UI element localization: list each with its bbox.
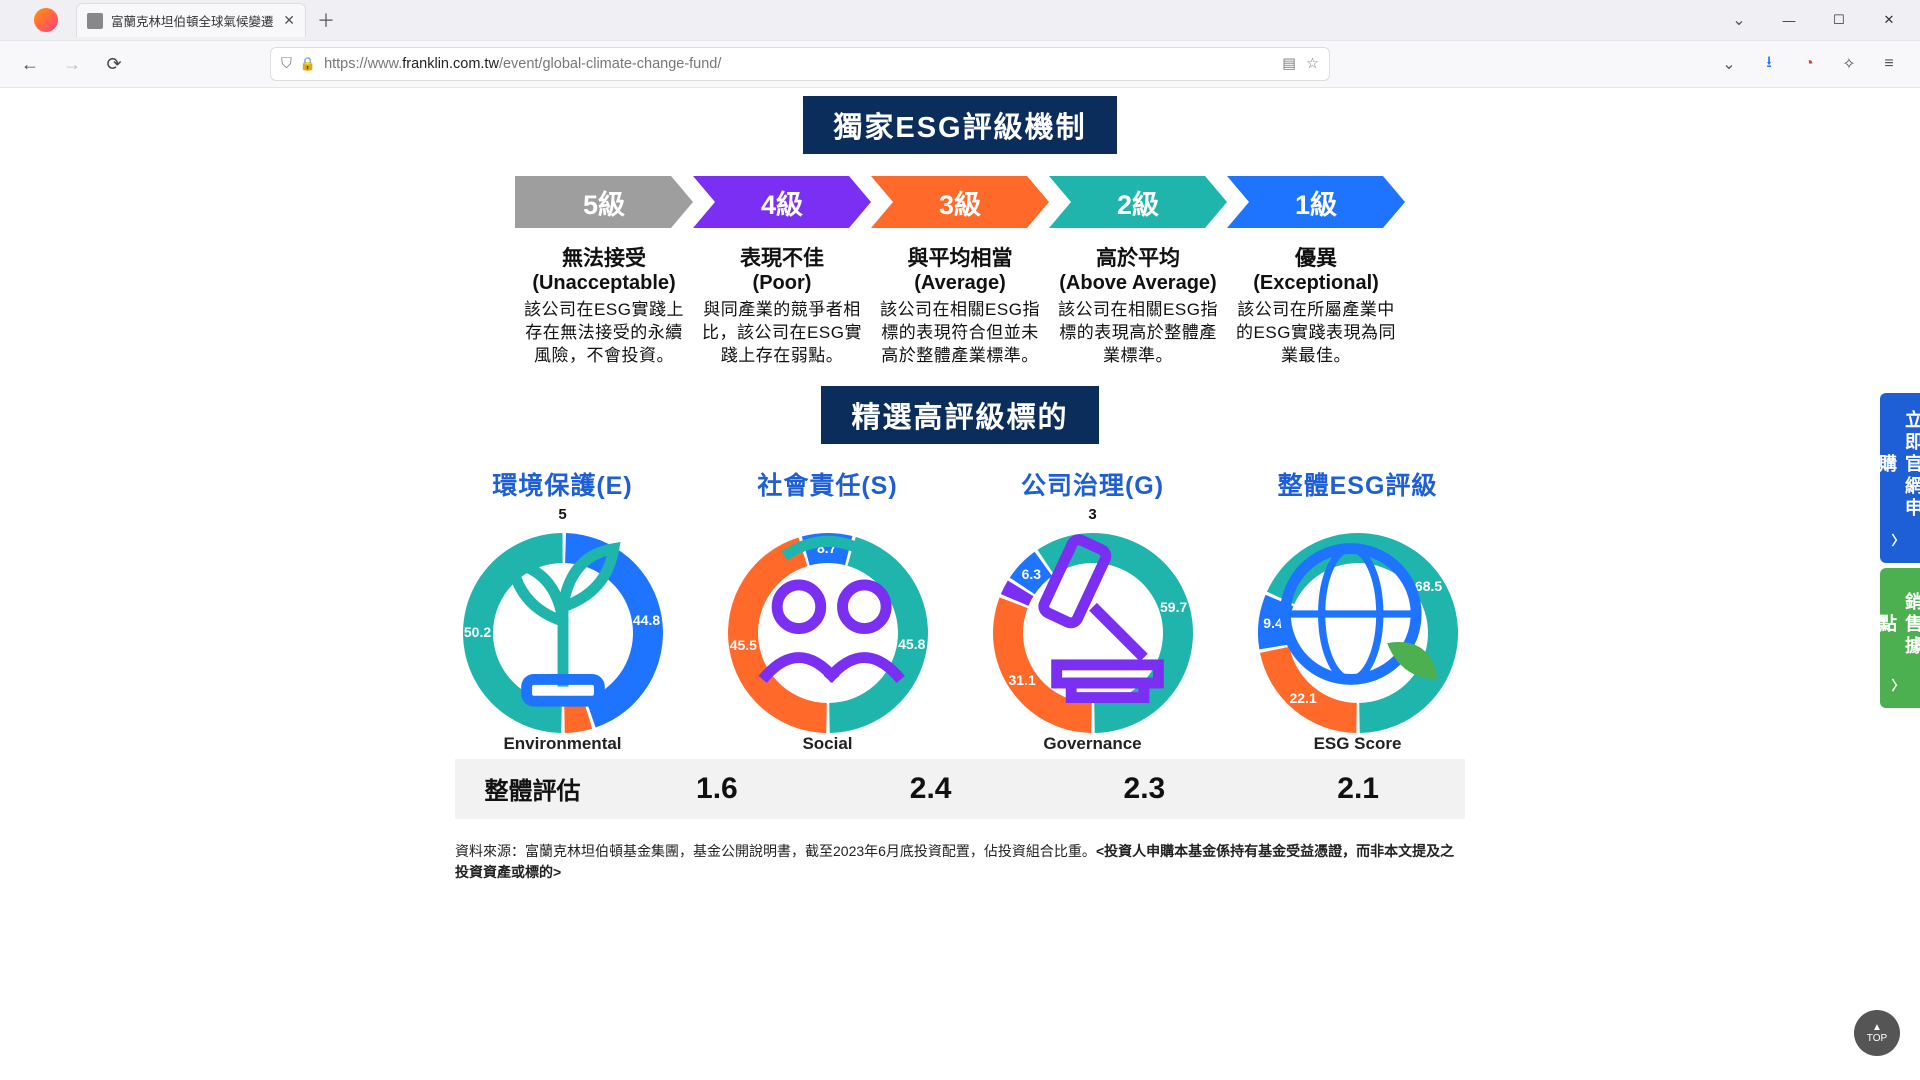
donut-chart: 31.16.359.7 Governance	[984, 521, 1202, 739]
banner-esg-heading: 獨家ESG評級機制	[803, 96, 1116, 154]
lock-icon: 🔒	[300, 56, 316, 72]
download-icon[interactable]: ⭳	[1752, 47, 1786, 81]
rating-levels-row: 無法接受(Unacceptable)該公司在ESG實踐上存在無法接受的永續風險，…	[230, 236, 1690, 368]
esg-column: 整體ESG評級 22.19.468.5 ESG Score	[1240, 466, 1475, 739]
rating-arrow: 5級	[515, 176, 693, 228]
rating-level: 高於平均(Above Average)該公司在相關ESG指標的表現高於整體產業標…	[1049, 236, 1227, 368]
esg-column: 社會責任(S) 45.58.745.8 Social	[710, 466, 945, 739]
rating-arrow: 3級	[871, 176, 1049, 228]
donut-icon	[984, 505, 1202, 728]
window-titlebar: 富蘭克林坦伯頓全球氣候變遷 ✕ ＋ ⌄ — ☐ ✕	[0, 0, 1920, 40]
reader-icon[interactable]: ▤	[1282, 56, 1296, 72]
banner-selection-heading: 精選高評級標的	[821, 386, 1098, 444]
page-content: 獨家ESG評級機制 5級4級3級2級1級 無法接受(Unacceptable)該…	[0, 88, 1920, 1080]
back-button[interactable]: ←	[14, 48, 46, 80]
footnote-text: 資料來源：富蘭克林坦伯頓基金集團，基金公開說明書，截至2023年6月底投資配置，…	[455, 841, 1465, 883]
donut-icon	[1249, 505, 1467, 728]
back-to-top-button[interactable]: ▲ TOP	[1854, 1010, 1900, 1056]
rating-arrow: 2級	[1049, 176, 1227, 228]
rating-arrow: 1級	[1227, 176, 1405, 228]
new-tab-button[interactable]: ＋	[312, 6, 340, 34]
side-button-purchase[interactable]: 立即官網申購〉	[1880, 393, 1920, 563]
esg-donuts-row: 環境保護(E) 5 50.244.8 Environmental 社會責任(S)…	[230, 466, 1690, 739]
donut-center-label: Governance	[1043, 734, 1141, 754]
rating-level: 與平均相當(Average)該公司在相關ESG指標的表現符合但並未高於整體產業標…	[871, 236, 1049, 368]
rating-level: 表現不佳(Poor)與同產業的競爭者相比，該公司在ESG實踐上存在弱點。	[693, 236, 871, 368]
donut-icon	[719, 505, 937, 728]
minimize-button[interactable]: —	[1766, 4, 1812, 36]
forward-button[interactable]: →	[56, 48, 88, 80]
score-cell: 2.3	[1038, 772, 1252, 806]
maximize-button[interactable]: ☐	[1816, 4, 1862, 36]
score-cell: 2.1	[1251, 772, 1465, 806]
score-cell: 2.4	[824, 772, 1038, 806]
esg-column: 公司治理(G) 3 31.16.359.7 Governance	[975, 466, 1210, 739]
overall-score-row: 整體評估 1.62.42.32.1	[455, 759, 1465, 819]
side-button-sales[interactable]: 銷售據點〉	[1880, 568, 1920, 708]
rating-level: 優異(Exceptional)該公司在所屬產業中的ESG實踐表現為同業最佳。	[1227, 236, 1405, 368]
firefox-icon	[34, 8, 58, 32]
url-text: https://www.franklin.com.tw/event/global…	[324, 56, 721, 72]
reload-button[interactable]: ⟳	[98, 48, 130, 80]
rating-arrows-row: 5級4級3級2級1級	[230, 176, 1690, 228]
esg-col-title: 環境保護(E)	[445, 466, 680, 502]
donut-chart: 50.244.8 Environmental	[454, 521, 672, 739]
score-row-label: 整體評估	[455, 771, 610, 806]
donut-chart: 22.19.468.5 ESG Score	[1249, 521, 1467, 739]
favicon-icon	[87, 13, 103, 29]
donut-center-label: Social	[802, 734, 852, 754]
rating-arrow: 4級	[693, 176, 871, 228]
rating-level: 無法接受(Unacceptable)該公司在ESG實踐上存在無法接受的永續風險，…	[515, 236, 693, 368]
extensions-icon[interactable]: ✧	[1832, 47, 1866, 81]
esg-column: 環境保護(E) 5 50.244.8 Environmental	[445, 466, 680, 739]
url-toolbar: ← → ⟳ ⛉ 🔒 https://www.franklin.com.tw/ev…	[0, 40, 1920, 88]
donut-icon	[454, 505, 672, 728]
esg-col-title: 整體ESG評級	[1240, 466, 1475, 502]
chevron-down-icon[interactable]: ⌄	[1716, 4, 1762, 36]
esg-col-title: 社會責任(S)	[710, 466, 945, 502]
donut-center-label: Environmental	[503, 734, 621, 754]
donut-chart: 45.58.745.8 Social	[719, 521, 937, 739]
chevron-up-icon: ▲	[1872, 1023, 1882, 1033]
close-window-button[interactable]: ✕	[1866, 4, 1912, 36]
shield-icon: ⛉	[281, 56, 292, 72]
menu-icon[interactable]: ≡	[1872, 47, 1906, 81]
donut-center-label: ESG Score	[1314, 734, 1402, 754]
bookmark-star-icon[interactable]: ☆	[1306, 56, 1319, 72]
score-cell: 1.6	[610, 772, 824, 806]
browser-tab[interactable]: 富蘭克林坦伯頓全球氣候變遷 ✕	[76, 3, 306, 37]
address-bar[interactable]: ⛉ 🔒 https://www.franklin.com.tw/event/gl…	[270, 47, 1330, 81]
pocket-icon[interactable]: ⌄	[1712, 47, 1746, 81]
extension-trend-icon[interactable]: ◔	[1792, 47, 1826, 81]
esg-col-title: 公司治理(G)	[975, 466, 1210, 502]
tab-title: 富蘭克林坦伯頓全球氣候變遷	[111, 11, 275, 30]
close-tab-icon[interactable]: ✕	[283, 12, 295, 29]
